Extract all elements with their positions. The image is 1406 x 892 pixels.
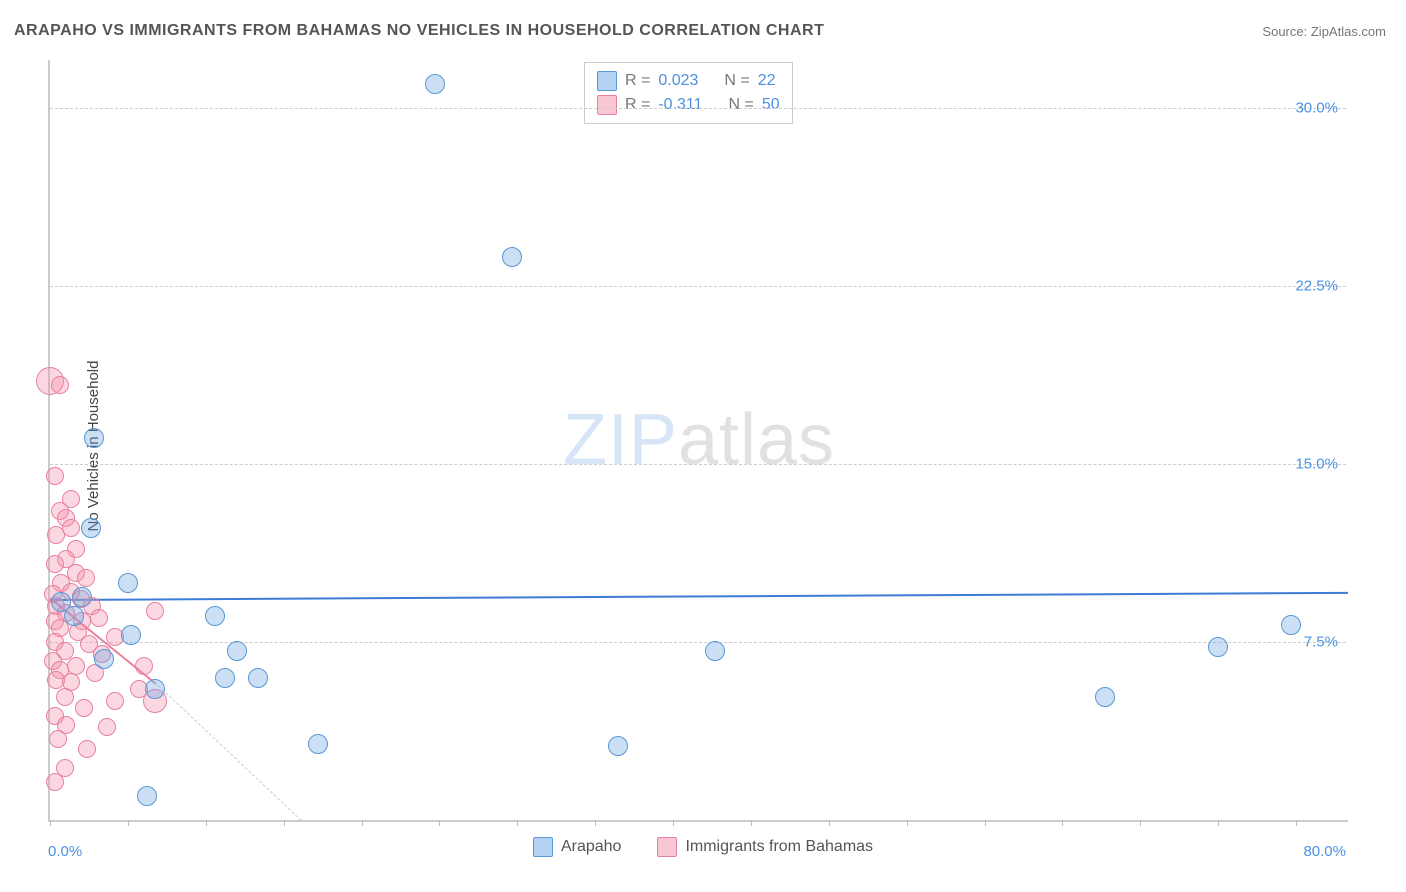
x-tick [985,820,986,826]
y-tick-label: 7.5% [1304,633,1338,650]
x-tick [517,820,518,826]
bahamas-point [47,526,65,544]
x-tick [829,820,830,826]
legend-label: Arapaho [561,838,622,856]
arapaho-point [137,786,157,806]
bahamas-point [98,718,116,736]
arapaho-point [64,606,84,626]
n-value: 22 [758,72,776,90]
gridline [50,464,1346,465]
bahamas-point [106,692,124,710]
x-tick [362,820,363,826]
arapaho-point [205,606,225,626]
arapaho-point [72,587,92,607]
legend: Arapaho Immigrants from Bahamas [0,837,1406,862]
legend-label: Immigrants from Bahamas [685,838,873,856]
gridline [50,286,1346,287]
watermark-atlas: atlas [678,400,835,480]
bahamas-point [90,609,108,627]
legend-item-blue: Arapaho [533,837,622,857]
gridline [50,642,1346,643]
stats-row-pink: R = -0.311 N = 50 [597,93,780,117]
legend-swatch-blue-icon [533,837,553,857]
y-tick-label: 30.0% [1295,99,1338,116]
stats-row-blue: R = 0.023 N = 22 [597,69,780,93]
bahamas-point [78,740,96,758]
legend-item-pink: Immigrants from Bahamas [657,837,873,857]
r-label: R = [625,96,650,114]
x-tick [128,820,129,826]
trendline-blue [50,592,1348,601]
plot-area: ZIPatlas R =0.023N =22R =-0.311N =50 7.5… [48,60,1348,822]
x-tick [595,820,596,826]
arapaho-point [308,734,328,754]
x-tick [673,820,674,826]
r-value: -0.311 [658,96,702,114]
bahamas-point [77,569,95,587]
bahamas-point [146,602,164,620]
arapaho-point [121,625,141,645]
bahamas-point [46,467,64,485]
y-tick-label: 22.5% [1295,277,1338,294]
bahamas-point [67,657,85,675]
trendline-pink-dash [155,682,302,820]
r-value: 0.023 [658,72,698,90]
arapaho-point [425,74,445,94]
bahamas-point [135,657,153,675]
arapaho-point [227,641,247,661]
chart-source: Source: ZipAtlas.com [1262,24,1386,39]
x-tick [439,820,440,826]
y-tick-label: 15.0% [1295,455,1338,472]
x-tick [206,820,207,826]
arapaho-point [705,641,725,661]
n-label: N = [724,72,749,90]
swatch-pink-icon [597,95,617,115]
x-tick [284,820,285,826]
arapaho-point [215,668,235,688]
gridline [50,108,1346,109]
arapaho-point [145,679,165,699]
arapaho-point [502,247,522,267]
bahamas-point [75,699,93,717]
arapaho-point [94,649,114,669]
chart-title: ARAPAHO VS IMMIGRANTS FROM BAHAMAS NO VE… [14,22,824,40]
arapaho-point [1281,615,1301,635]
arapaho-point [1095,687,1115,707]
source-label: Source: [1262,24,1307,39]
arapaho-point [1208,637,1228,657]
n-value: 50 [762,96,780,114]
arapaho-point [608,736,628,756]
x-tick [907,820,908,826]
watermark-zip: ZIP [563,400,678,480]
bahamas-point [46,773,64,791]
r-label: R = [625,72,650,90]
chart-container: ARAPAHO VS IMMIGRANTS FROM BAHAMAS NO VE… [0,0,1406,892]
swatch-blue-icon [597,71,617,91]
x-tick [751,820,752,826]
stats-box: R =0.023N =22R =-0.311N =50 [584,62,793,124]
bahamas-point [49,730,67,748]
x-tick [1140,820,1141,826]
source-name[interactable]: ZipAtlas.com [1311,24,1386,39]
watermark: ZIPatlas [563,399,835,481]
arapaho-point [81,518,101,538]
x-tick [50,820,51,826]
x-tick [1218,820,1219,826]
bahamas-point [56,688,74,706]
arapaho-point [84,428,104,448]
x-tick [1296,820,1297,826]
bahamas-point [46,555,64,573]
legend-swatch-pink-icon [657,837,677,857]
n-label: N = [729,96,754,114]
arapaho-point [118,573,138,593]
bahamas-point [51,376,69,394]
arapaho-point [248,668,268,688]
x-tick [1062,820,1063,826]
